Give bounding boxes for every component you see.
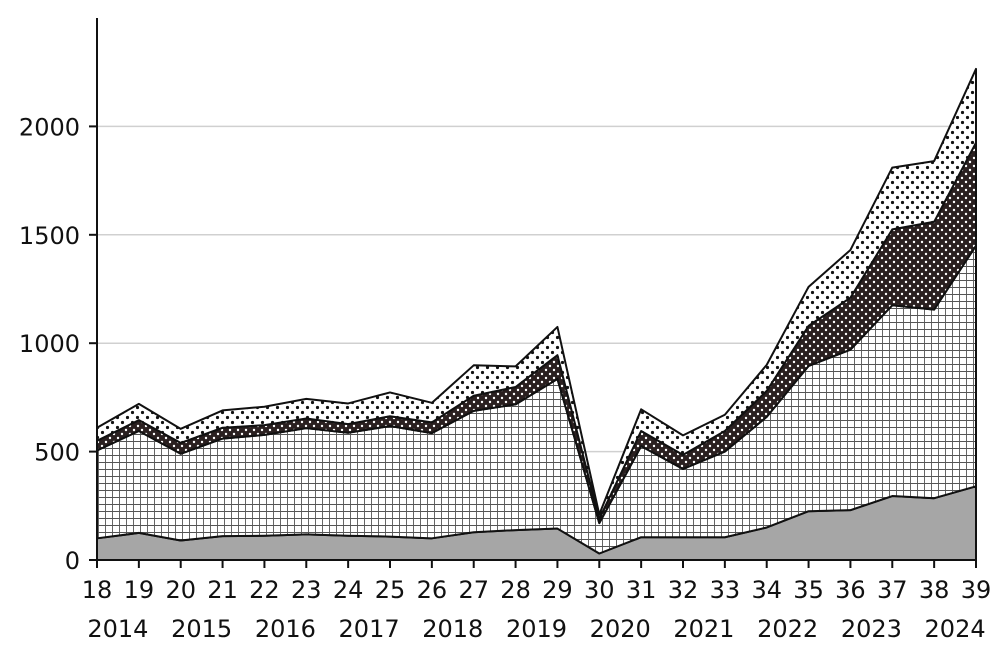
x-tick-label: 27 — [458, 576, 489, 604]
year-label: 2017 — [339, 615, 400, 643]
year-label: 2018 — [422, 615, 483, 643]
year-label: 2016 — [255, 615, 316, 643]
y-tick-label: 1000 — [19, 330, 80, 358]
x-tick-label: 21 — [207, 576, 238, 604]
x-tick-label: 20 — [165, 576, 196, 604]
year-label: 2024 — [925, 615, 986, 643]
year-label: 2014 — [87, 615, 148, 643]
x-tick-label: 37 — [877, 576, 908, 604]
x-tick-label: 25 — [375, 576, 406, 604]
year-label: 2023 — [841, 615, 902, 643]
x-tick-label: 24 — [333, 576, 364, 604]
x-tick-label: 30 — [584, 576, 615, 604]
x-tick-label: 31 — [626, 576, 657, 604]
x-tick-label: 29 — [542, 576, 573, 604]
y-tick-label: 1500 — [19, 222, 80, 250]
year-label: 2021 — [673, 615, 734, 643]
x-tick-label: 33 — [710, 576, 741, 604]
area-series-light-dotted — [96, 67, 977, 520]
year-label: 2015 — [171, 615, 232, 643]
x-tick-label: 32 — [668, 576, 699, 604]
x-tick-label: 36 — [835, 576, 866, 604]
x-tick-label: 18 — [82, 576, 113, 604]
x-tick-label: 26 — [417, 576, 448, 604]
y-tick-label: 500 — [34, 439, 80, 467]
year-label: 2022 — [757, 615, 818, 643]
x-tick-label: 39 — [961, 576, 992, 604]
x-tick-label: 34 — [751, 576, 782, 604]
x-tick-label: 22 — [249, 576, 280, 604]
year-label: 2020 — [590, 615, 651, 643]
x-tick-label: 19 — [124, 576, 155, 604]
area-series-group — [96, 67, 977, 561]
year-label: 2019 — [506, 615, 567, 643]
x-tick-label: 23 — [291, 576, 322, 604]
x-tick-label: 35 — [793, 576, 824, 604]
y-tick-label: 2000 — [19, 113, 80, 141]
y-tick-label: 0 — [65, 547, 80, 575]
x-tick-label: 38 — [919, 576, 950, 604]
axes — [89, 18, 977, 568]
x-tick-label: 28 — [500, 576, 531, 604]
